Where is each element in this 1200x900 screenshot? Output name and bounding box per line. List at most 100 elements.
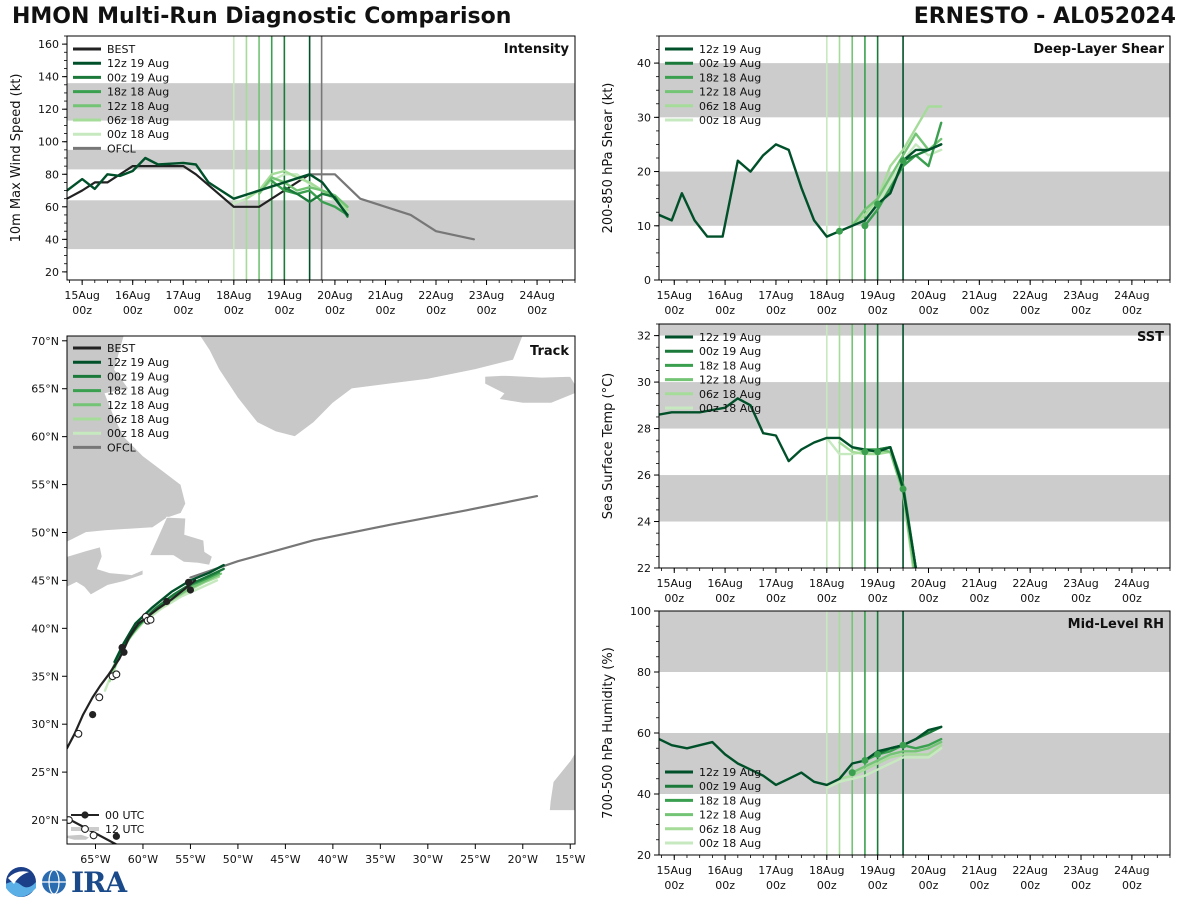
x-tick-day: 21Aug xyxy=(962,289,997,302)
run-marker xyxy=(874,200,882,208)
x-tick-day: 22Aug xyxy=(1012,289,1047,302)
lon-tick-label: 25°W xyxy=(460,853,490,866)
threshold-band xyxy=(659,382,1170,429)
legend-label: 06z 18 Aug xyxy=(699,100,761,113)
x-tick-day: 19Aug xyxy=(860,289,895,302)
lat-tick-label: 40°N xyxy=(31,622,59,635)
y-tick-label: 30 xyxy=(637,111,651,124)
x-tick-hour: 00z xyxy=(1020,304,1040,317)
best-line xyxy=(67,165,311,208)
run-marker xyxy=(861,222,869,230)
legend-label: 12z 18 Aug xyxy=(699,374,761,387)
plot-area xyxy=(659,36,1170,280)
newfoundland-land xyxy=(148,516,213,566)
y-tick-label: 100 xyxy=(38,136,59,149)
y-tick-label: 60 xyxy=(45,201,59,214)
legend-label: 00z 19 Aug xyxy=(699,780,761,793)
threshold-band xyxy=(659,63,1170,118)
track-point-12utc xyxy=(89,831,98,840)
rh-panel: 20 40 60 80 100 15Aug 00z 16Aug 00z 17Aug 00z 18Aug… xyxy=(601,605,1171,892)
y-tick-label: 40 xyxy=(637,57,651,70)
x-tick-day: 15Aug xyxy=(657,577,692,590)
x-tick-hour: 00z xyxy=(766,879,786,892)
legend-label: 18z 18 Aug xyxy=(699,794,761,807)
x-tick-hour: 00z xyxy=(919,879,939,892)
legend-label: OFCL xyxy=(107,142,137,155)
y-tick-label: 40 xyxy=(45,233,59,246)
x-tick-day: 21Aug xyxy=(962,577,997,590)
y-tick-label: 80 xyxy=(45,168,59,181)
sst-panel: 22 24 26 28 30 32 15Aug 00z 16Aug 00z 17Aug 00z 18Au… xyxy=(601,323,1171,605)
y-axis-label: 10m Max Wind Speed (kt) xyxy=(9,74,24,243)
lat-tick-label: 35°N xyxy=(31,670,59,683)
lat-tick-label: 30°N xyxy=(31,718,59,731)
x-tick-hour: 00z xyxy=(173,304,193,317)
lat-tick-label: 65°N xyxy=(31,383,59,396)
x-tick-day: 24Aug xyxy=(1114,289,1149,302)
storm-title: ERNESTO - AL052024 xyxy=(913,4,1176,29)
x-tick-hour: 00z xyxy=(1071,592,1091,605)
x-tick-hour: 00z xyxy=(766,304,786,317)
run-marker xyxy=(899,157,907,165)
x-tick-hour: 00z xyxy=(868,304,888,317)
maritimes-land xyxy=(67,546,144,596)
cira-logo: IRA xyxy=(5,866,127,899)
x-tick-day: 17Aug xyxy=(758,577,793,590)
x-tick-day: 24Aug xyxy=(519,289,554,302)
y-tick-label: 140 xyxy=(38,71,59,84)
x-tick-day: 23Aug xyxy=(1063,864,1098,877)
y-axis-label: Sea Surface Temp (°C) xyxy=(601,373,616,520)
legend-label: 12z 19 Aug xyxy=(699,43,761,56)
lat-tick-label: 25°N xyxy=(31,766,59,779)
y-tick-label: 10 xyxy=(637,220,651,233)
series-line-4 xyxy=(838,744,943,780)
x-tick-day: 23Aug xyxy=(1063,577,1098,590)
utc12-symbol xyxy=(81,825,89,833)
lat-tick-label: 45°N xyxy=(31,574,59,587)
x-tick-day: 19Aug xyxy=(860,577,895,590)
lon-tick-label: 65°W xyxy=(80,853,110,866)
x-tick-day: 21Aug xyxy=(368,289,403,302)
greenland-land xyxy=(199,336,524,438)
y-tick-label: 20 xyxy=(637,849,651,862)
series-line-2 xyxy=(863,121,943,228)
x-tick-day: 20Aug xyxy=(317,289,352,302)
utc00-label: 00 UTC xyxy=(105,809,145,822)
x-tick-hour: 00z xyxy=(1122,592,1142,605)
lon-tick-label: 45°W xyxy=(270,853,300,866)
x-tick-hour: 00z xyxy=(715,879,735,892)
utc12-label: 12 UTC xyxy=(105,823,145,836)
series-line-0 xyxy=(659,725,943,787)
series-line-5 xyxy=(825,747,943,790)
puerto-rico-land xyxy=(67,833,91,841)
run-marker xyxy=(836,227,844,235)
legend-label: 12z 18 Aug xyxy=(107,399,169,412)
y-axis-label: 200-850 hPa Shear (kt) xyxy=(601,83,616,234)
panel-title: Deep-Layer Shear xyxy=(1033,42,1164,57)
legend-label: 18z 18 Aug xyxy=(699,359,761,372)
track-point-00utc xyxy=(89,711,97,719)
run-marker xyxy=(861,448,869,456)
x-tick-hour: 00z xyxy=(919,592,939,605)
x-tick-day: 23Aug xyxy=(1063,289,1098,302)
iceland-land xyxy=(484,374,575,404)
x-tick-hour: 00z xyxy=(868,592,888,605)
legend-label: BEST xyxy=(107,342,135,355)
threshold-band xyxy=(659,171,1170,226)
plot-area xyxy=(67,36,575,280)
lat-tick-label: 20°N xyxy=(31,814,59,827)
legend-label: 00z 19 Aug xyxy=(107,370,169,383)
x-tick-hour: 00z xyxy=(1122,304,1142,317)
run-marker xyxy=(848,769,856,777)
x-tick-day: 22Aug xyxy=(418,289,453,302)
x-tick-day: 17Aug xyxy=(166,289,201,302)
x-tick-hour: 00z xyxy=(817,592,837,605)
threshold-band xyxy=(659,611,1170,672)
map-frame xyxy=(66,335,576,845)
lon-tick-label: 60°W xyxy=(128,853,158,866)
series-line-3 xyxy=(851,740,943,774)
threshold-band xyxy=(659,475,1170,522)
